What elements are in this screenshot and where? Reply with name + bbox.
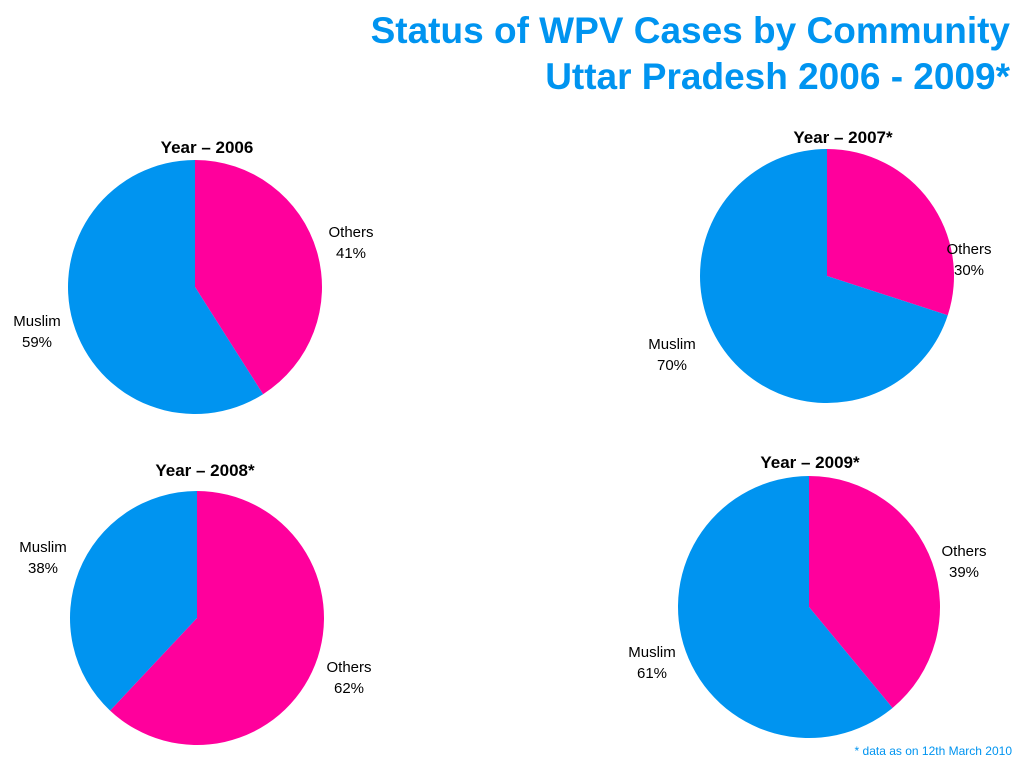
chart-title: Year – 2009*: [760, 453, 860, 472]
slice-label-muslim: Muslim 70%: [648, 336, 696, 374]
pie-chart-2: Year – 2007* Others 30% Muslim 70%: [648, 128, 992, 404]
slice-label-others: Others 39%: [941, 543, 986, 581]
slice-label-muslim: Muslim 61%: [628, 644, 676, 682]
slice-label-muslim: Muslim 59%: [13, 313, 61, 351]
slice-label-muslim: Muslim 38%: [19, 539, 67, 577]
pie-slice-others: [827, 149, 954, 316]
slide-title-line-1: Status of WPV Cases by Community: [370, 10, 1010, 51]
chart-title: Year – 2008*: [155, 461, 255, 480]
footnote: * data as on 12th March 2010: [854, 744, 1012, 758]
slice-label-others: Others 62%: [326, 659, 371, 697]
pie-slice-muslim: [68, 160, 264, 414]
slide-title-line-2: Uttar Pradesh 2006 - 2009*: [545, 56, 1010, 97]
pie-slice-others: [809, 476, 941, 708]
slice-label-others: Others 30%: [946, 241, 991, 279]
chart-title: Year – 2006: [161, 138, 254, 157]
chart-title: Year – 2007*: [793, 128, 893, 147]
slide-title: Status of WPV Cases by Community Uttar P…: [371, 8, 1010, 100]
pie-chart-4: Year – 2009* Others 39% Muslim 61%: [628, 453, 987, 738]
pie-chart-1: Year – 2006 Others 41% Muslim 59%: [13, 138, 374, 414]
pie-slice-muslim: [678, 476, 893, 738]
pie-slice-others: [195, 160, 323, 395]
pie-slice-muslim: [69, 491, 197, 711]
slice-label-others: Others 41%: [328, 224, 373, 262]
pie-slice-muslim: [699, 148, 948, 404]
pie-chart-3: Year – 2008* Others 62% Muslim 38%: [19, 461, 372, 745]
pie-slice-others: [110, 491, 324, 745]
